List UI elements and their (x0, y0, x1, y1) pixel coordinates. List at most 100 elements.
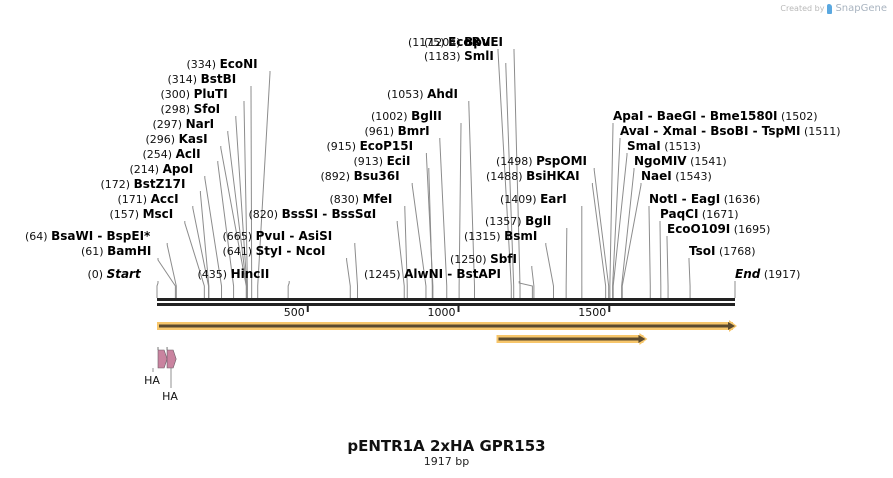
enzyme-name: MfeI (363, 192, 393, 206)
credit-prefix: Created by (780, 4, 825, 13)
restriction-site-label[interactable]: (296) KasI (146, 132, 208, 146)
restriction-site-label[interactable]: (1409) EarI (500, 192, 567, 206)
orf-arrow-body[interactable] (498, 337, 640, 341)
restriction-site-label[interactable]: (1053) AhdI (387, 87, 458, 101)
site-connector-line (428, 168, 433, 298)
enzyme-name: KasI (179, 132, 208, 146)
enzyme-name: End (735, 267, 761, 281)
enzyme-name: BspEI* (107, 229, 152, 243)
site-connector-line (396, 221, 405, 298)
restriction-site-label[interactable]: (1175) EcoRV (408, 35, 491, 49)
restriction-site-label[interactable]: (1315) BsmI (464, 229, 537, 243)
site-position: (172) (101, 178, 134, 191)
restriction-site-label[interactable]: EcoO109I (1695) (667, 222, 770, 236)
enzyme-name: EcoP15I (360, 139, 414, 153)
enzyme-name: MscI (143, 207, 174, 221)
enzyme-name: HincII (231, 267, 270, 281)
separator: - (282, 244, 295, 258)
snapgene-logo-icon (827, 3, 833, 14)
restriction-site-label[interactable]: (254) AclI (143, 147, 201, 161)
restriction-site-label[interactable]: (1245) AlwNI - BstAPI (364, 267, 501, 281)
site-position: (1175) (408, 36, 448, 49)
restriction-site-label[interactable]: (157) MscI (110, 207, 174, 221)
site-connector-line (157, 258, 176, 298)
restriction-site-label[interactable]: (1488) BsiHKAI (486, 169, 580, 183)
restriction-site-label[interactable]: (298) SfoI (161, 102, 221, 116)
restriction-site-label[interactable]: (665) PvuI - AsiSI (223, 229, 333, 243)
restriction-site-label[interactable]: (64) BsaWI - BspEI* (25, 229, 151, 243)
restriction-site-label[interactable]: End (1917) (735, 267, 800, 281)
restriction-site-label[interactable]: (641) StyI - NcoI (223, 244, 326, 258)
restriction-site-label[interactable]: (435) HincII (198, 267, 270, 281)
site-connector-line (609, 123, 614, 298)
restriction-site-label[interactable]: SmaI (1513) (627, 139, 701, 153)
site-connector-line (531, 266, 535, 298)
restriction-site-label[interactable]: TsoI (1768) (689, 244, 756, 258)
enzyme-name: NgoMIV (634, 154, 687, 168)
site-position: (64) (25, 230, 51, 243)
site-position: (254) (143, 148, 176, 161)
restriction-site-label[interactable]: (61) BamHI (81, 244, 151, 258)
restriction-site-label[interactable]: (913) EciI (354, 154, 411, 168)
enzyme-name: StyI (256, 244, 283, 258)
enzyme-name: Bme1580I (710, 109, 778, 123)
restriction-site-label[interactable]: NaeI (1543) (641, 169, 712, 183)
restriction-site-label[interactable]: (820) BssSI - BssSαI (249, 207, 377, 221)
restriction-site-label[interactable]: (961) BmrI (365, 124, 430, 138)
restriction-site-label[interactable]: (172) BstZ17I (101, 177, 186, 191)
separator: - (697, 124, 710, 138)
restriction-site-label[interactable]: NotI - EagI (1636) (649, 192, 760, 206)
restriction-site-label[interactable]: (300) PluTI (161, 87, 228, 101)
site-position: (665) (223, 230, 256, 243)
restriction-site-label[interactable]: (334) EcoNI (187, 57, 258, 71)
restriction-site-label[interactable]: (1204) BpuEI (424, 35, 503, 49)
restriction-site-label[interactable]: AvaI - XmaI - BsoBI - TspMI (1511) (620, 124, 841, 138)
restriction-site-label[interactable]: NgoMIV (1541) (634, 154, 727, 168)
restriction-site-label[interactable]: (214) ApoI (130, 162, 194, 176)
site-position: (1543) (672, 170, 712, 183)
site-connector-line (425, 153, 434, 298)
restriction-site-label[interactable]: (1498) PspOMI (496, 154, 587, 168)
site-connector-line (648, 206, 651, 298)
enzyme-name: NcoI (296, 244, 326, 258)
restriction-site-label[interactable]: (314) BstBI (168, 72, 237, 86)
restriction-site-label[interactable]: (892) Bsu36I (321, 169, 400, 183)
tick-label: 1000 (428, 306, 456, 319)
restriction-site-label[interactable]: PaqCI (1671) (660, 207, 739, 221)
site-connector-line (287, 281, 290, 298)
restriction-site-label[interactable]: (1183) SmlI (424, 49, 494, 63)
site-position: (1245) (364, 268, 404, 281)
ha-tag-feature[interactable] (157, 349, 168, 369)
tick-label: 1500 (578, 306, 606, 319)
restriction-site-label[interactable]: (830) MfeI (330, 192, 393, 206)
restriction-site-label[interactable]: (1002) BglII (371, 109, 442, 123)
separator: - (93, 229, 106, 243)
separator: - (318, 207, 331, 221)
restriction-site-label[interactable]: (915) EcoP15I (327, 139, 414, 153)
enzyme-name: AclI (176, 147, 201, 161)
site-position: (0) (88, 268, 107, 281)
ha-tag-feature[interactable] (166, 349, 177, 369)
site-connector-line (250, 86, 253, 298)
restriction-site-label[interactable]: (171) AccI (118, 192, 179, 206)
restriction-site-label[interactable]: (1250) SbfI (450, 252, 517, 266)
restriction-site-label[interactable]: (297) NarI (153, 117, 215, 131)
site-connector-line (411, 183, 427, 298)
enzyme-name: ApoI (163, 162, 194, 176)
site-connector-line (513, 49, 521, 298)
site-connector-line (458, 123, 462, 298)
enzyme-name: ApaI (613, 109, 643, 123)
restriction-site-label[interactable]: ApaI - BaeGI - Bme1580I (1502) (613, 109, 818, 123)
orf-arrow-body[interactable] (159, 324, 729, 328)
site-position: (1498) (496, 155, 536, 168)
separator: - (748, 124, 761, 138)
enzyme-name: BstZ17I (134, 177, 186, 191)
enzyme-name: BamHI (107, 244, 151, 258)
separator: - (697, 109, 710, 123)
restriction-site-label[interactable]: (1357) BglI (485, 214, 551, 228)
site-position: (1513) (661, 140, 701, 153)
enzyme-name: BssSαI (331, 207, 376, 221)
site-connector-line (354, 243, 359, 298)
restriction-site-label[interactable]: (0) Start (88, 267, 142, 281)
